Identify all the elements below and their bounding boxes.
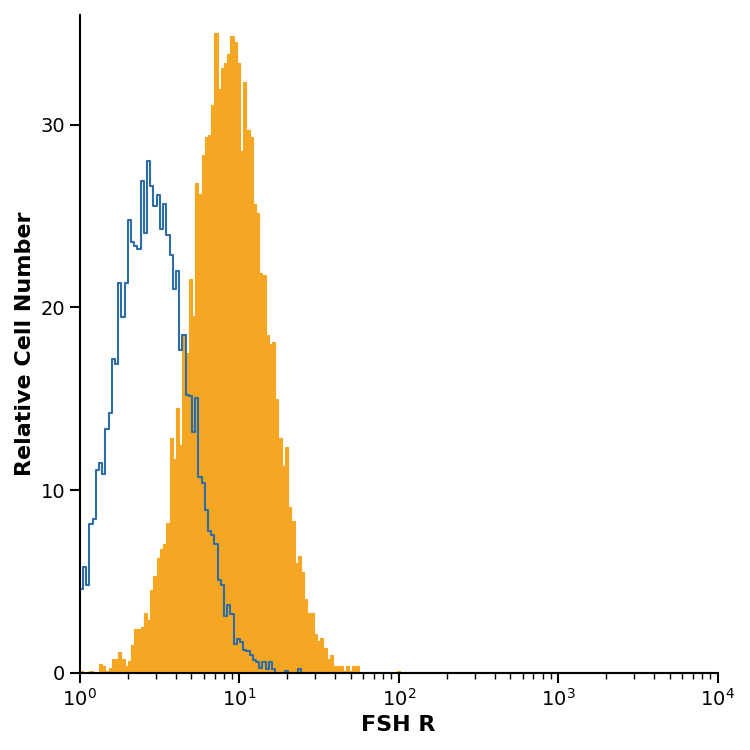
X-axis label: FSH R: FSH R [362,715,436,735]
Y-axis label: Relative Cell Number: Relative Cell Number [15,211,35,476]
